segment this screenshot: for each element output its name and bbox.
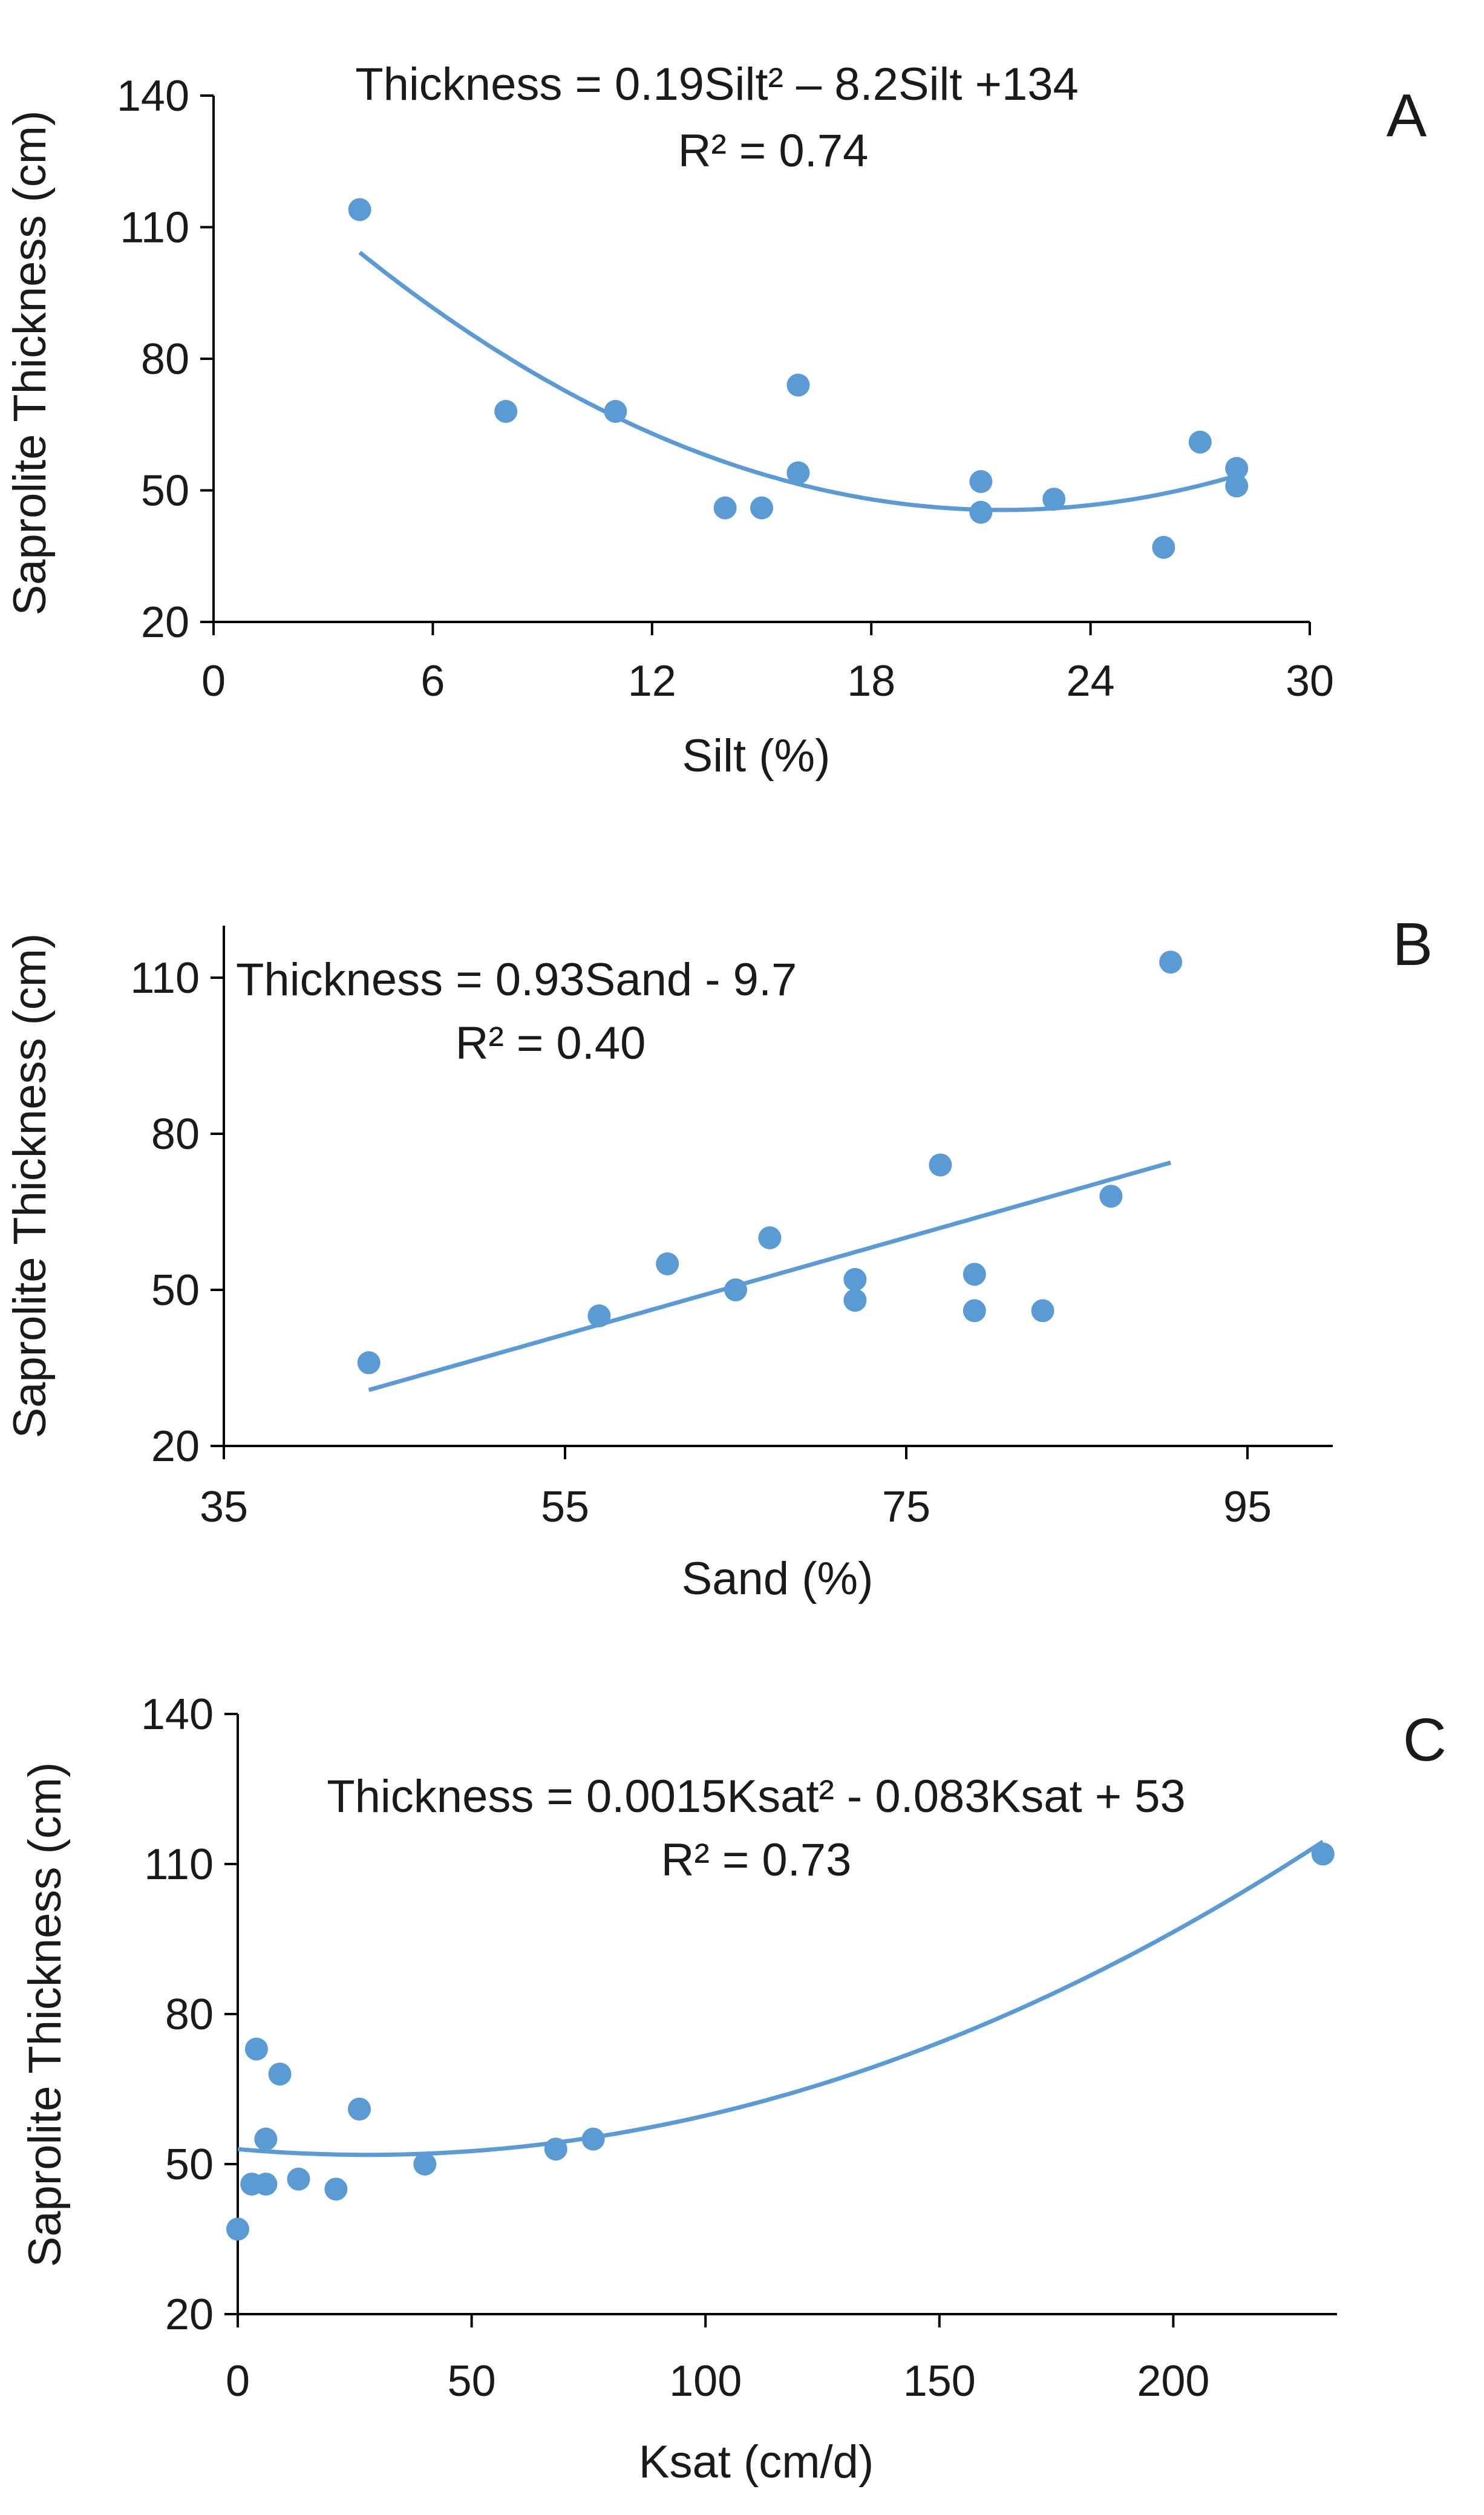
panel-letter: C bbox=[1403, 1706, 1446, 1774]
panel-letter: B bbox=[1393, 911, 1433, 978]
data-point bbox=[254, 2173, 278, 2196]
x-axis-title: Silt (%) bbox=[682, 730, 831, 782]
data-point bbox=[969, 500, 993, 524]
regression-equation: Thickness = 0.93Sand - 9.7 bbox=[236, 954, 797, 1006]
y-tick-label: 80 bbox=[151, 1110, 200, 1159]
data-point bbox=[544, 2137, 567, 2161]
data-point bbox=[1225, 474, 1249, 498]
x-tick-label: 75 bbox=[882, 1483, 930, 1531]
panel-c: 20 50 80 110 140 0 50 100 150 200 Ksat (cm/d) Sapro… bbox=[19, 1690, 1446, 2488]
x-tick-label: 150 bbox=[903, 2357, 976, 2405]
data-point bbox=[226, 2217, 249, 2241]
data-point bbox=[348, 198, 371, 221]
y-tick-label: 140 bbox=[117, 72, 189, 120]
data-point bbox=[929, 1153, 952, 1177]
y-axis-title: Saprolite Thickness (cm) bbox=[4, 934, 56, 1439]
data-point bbox=[1152, 535, 1175, 559]
x-axis-title: Ksat (cm/d) bbox=[639, 2436, 874, 2488]
x-tick-label: 6 bbox=[420, 657, 445, 705]
data-point bbox=[254, 2127, 278, 2151]
y-axis-title: Saprolite Thickness (cm) bbox=[19, 1762, 71, 2268]
trendline bbox=[237, 1840, 1324, 2157]
data-point bbox=[587, 1304, 611, 1327]
x-axis-title: Sand (%) bbox=[682, 1553, 874, 1604]
data-point bbox=[724, 1278, 747, 1301]
data-point bbox=[1188, 430, 1212, 454]
data-point bbox=[1311, 1842, 1335, 1866]
y-tick-label: 50 bbox=[141, 467, 189, 515]
panel-letter: A bbox=[1387, 82, 1427, 149]
x-tick-label: 50 bbox=[448, 2357, 496, 2405]
data-point bbox=[244, 2037, 268, 2061]
data-point bbox=[786, 461, 810, 485]
data-point bbox=[969, 470, 993, 493]
trendline bbox=[368, 1160, 1172, 1392]
x-tick-label: 35 bbox=[200, 1483, 248, 1531]
data-point bbox=[963, 1299, 986, 1323]
x-tick-label: 12 bbox=[628, 657, 676, 705]
y-tick-label: 110 bbox=[130, 954, 200, 1002]
x-tick-label: 95 bbox=[1223, 1483, 1272, 1531]
data-point bbox=[713, 496, 737, 520]
y-tick-label: 140 bbox=[141, 1690, 214, 1739]
data-point bbox=[604, 400, 627, 423]
x-tick-label: 0 bbox=[226, 2357, 250, 2405]
data-point bbox=[494, 400, 518, 423]
y-tick-label: 110 bbox=[120, 204, 189, 252]
data-point bbox=[786, 373, 810, 397]
x-tick-label: 18 bbox=[847, 657, 895, 705]
data-point bbox=[843, 1289, 867, 1312]
x-tick-label: 30 bbox=[1286, 657, 1334, 705]
y-tick-label: 20 bbox=[151, 1422, 200, 1471]
data-point bbox=[287, 2167, 310, 2191]
data-point bbox=[268, 2062, 292, 2086]
panel-b: 20 50 80 110 35 55 75 95 Sand (%) Saprolite Thick… bbox=[4, 911, 1433, 1604]
regression-equation: Thickness = 0.0015Ksat² - 0.083Ksat + 53 bbox=[327, 1771, 1186, 1822]
y-axis-title: Saprolite Thickness (cm) bbox=[4, 111, 56, 616]
y-tick-label: 50 bbox=[165, 2141, 214, 2189]
r-squared-label: R² = 0.74 bbox=[678, 125, 869, 177]
data-point bbox=[581, 2127, 605, 2151]
x-tick-label: 55 bbox=[541, 1483, 589, 1531]
data-point bbox=[750, 496, 773, 520]
data-point bbox=[413, 2153, 437, 2176]
data-point bbox=[324, 2177, 348, 2201]
data-point bbox=[1031, 1299, 1054, 1323]
y-tick-label: 50 bbox=[151, 1266, 200, 1315]
data-point bbox=[963, 1263, 986, 1286]
data-point bbox=[1099, 1185, 1123, 1208]
y-tick-label: 80 bbox=[165, 1990, 214, 2039]
data-point bbox=[357, 1351, 381, 1375]
x-tick-label: 24 bbox=[1067, 657, 1115, 705]
x-tick-label: 0 bbox=[201, 657, 226, 705]
regression-equation: Thickness = 0.19Silt² – 8.2Silt +134 bbox=[355, 59, 1079, 110]
panel-a: 20 50 80 110 140 0 6 12 18 24 30 Silt (%) Saprolite … bbox=[4, 59, 1427, 782]
x-tick-label: 200 bbox=[1137, 2357, 1209, 2405]
data-point bbox=[843, 1267, 867, 1291]
r-squared-label: R² = 0.73 bbox=[661, 1834, 852, 1886]
y-tick-label: 80 bbox=[141, 335, 189, 384]
y-tick-label: 110 bbox=[144, 1840, 214, 1889]
r-squared-label: R² = 0.40 bbox=[456, 1018, 646, 1069]
data-point bbox=[656, 1252, 679, 1275]
data-point bbox=[758, 1226, 782, 1249]
data-point bbox=[348, 2098, 371, 2121]
data-point bbox=[1042, 488, 1066, 511]
data-point bbox=[1225, 457, 1249, 480]
y-tick-label: 20 bbox=[165, 2291, 214, 2339]
x-tick-label: 100 bbox=[669, 2357, 742, 2405]
y-tick-label: 20 bbox=[141, 598, 189, 647]
data-point bbox=[1159, 950, 1183, 974]
